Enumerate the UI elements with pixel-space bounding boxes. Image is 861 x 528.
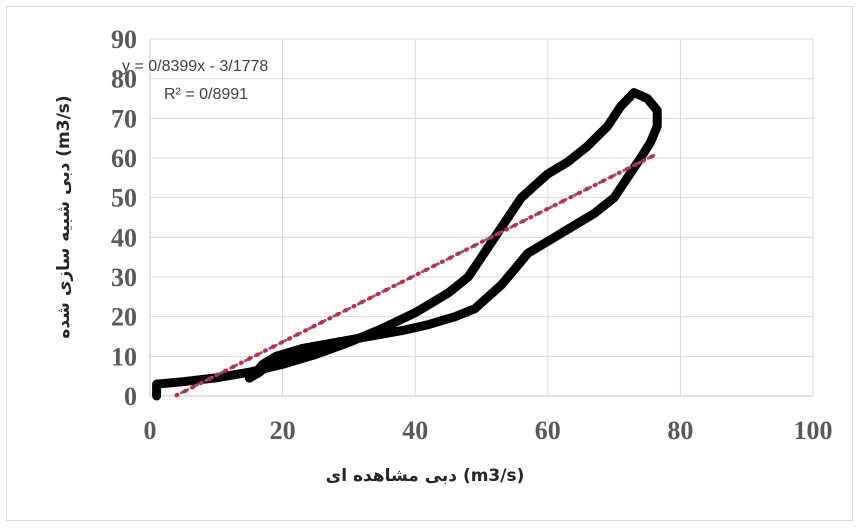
x-tick-label: 0 — [144, 416, 157, 445]
y-tick-label: 70 — [111, 104, 137, 133]
x-tick-label: 80 — [667, 416, 693, 445]
y-axis-title: دبی شبیه سازی شده (m3/s) — [54, 95, 74, 338]
y-tick-label: 90 — [111, 25, 137, 54]
scatter-chart: 0 20 40 60 80 100 0 10 20 30 40 50 60 70 80 90 y = 0/839… — [54, 25, 833, 486]
y-tick-label: 50 — [111, 184, 137, 213]
y-tick-label: 0 — [124, 382, 137, 411]
trendline-red — [174, 153, 656, 398]
y-tick-label: 20 — [111, 303, 137, 332]
y-tick-label: 40 — [111, 223, 137, 252]
y-tick-label: 60 — [111, 144, 137, 173]
r-squared-label: R² = 0/8991 — [164, 86, 248, 103]
series-line — [152, 88, 662, 401]
x-tick-label: 100 — [794, 416, 833, 445]
y-tick-label: 10 — [111, 342, 137, 371]
x-tick-label: 40 — [402, 416, 428, 445]
x-axis-title: دبی مشاهده ای (m3/s) — [326, 466, 525, 486]
chart-area: 0 20 40 60 80 100 0 10 20 30 40 50 60 70 80 90 y = 0/839… — [6, 6, 853, 521]
x-tick-label: 20 — [270, 416, 296, 445]
trendline-equation: y = 0/8399x - 3/1778 — [122, 58, 268, 75]
gridlines — [150, 38, 814, 396]
y-tick-label: 30 — [111, 263, 137, 292]
y-tick-label: 80 — [111, 65, 137, 94]
x-tick-label: 60 — [535, 416, 561, 445]
